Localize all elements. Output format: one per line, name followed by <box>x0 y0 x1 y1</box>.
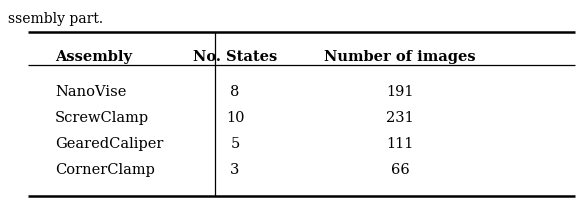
Text: 8: 8 <box>230 85 240 99</box>
Text: 111: 111 <box>386 137 414 151</box>
Text: 66: 66 <box>391 163 410 177</box>
Text: No. States: No. States <box>193 50 277 64</box>
Text: 3: 3 <box>230 163 240 177</box>
Text: 5: 5 <box>230 137 240 151</box>
Text: ssembly part.: ssembly part. <box>8 12 103 26</box>
Text: GearedCaliper: GearedCaliper <box>55 137 163 151</box>
Text: NanoVise: NanoVise <box>55 85 127 99</box>
Text: Assembly: Assembly <box>55 50 132 64</box>
Text: ScrewClamp: ScrewClamp <box>55 111 149 125</box>
Text: 231: 231 <box>386 111 414 125</box>
Text: 191: 191 <box>386 85 414 99</box>
Text: 10: 10 <box>226 111 244 125</box>
Text: Number of images: Number of images <box>324 50 476 64</box>
Text: CornerClamp: CornerClamp <box>55 163 155 177</box>
